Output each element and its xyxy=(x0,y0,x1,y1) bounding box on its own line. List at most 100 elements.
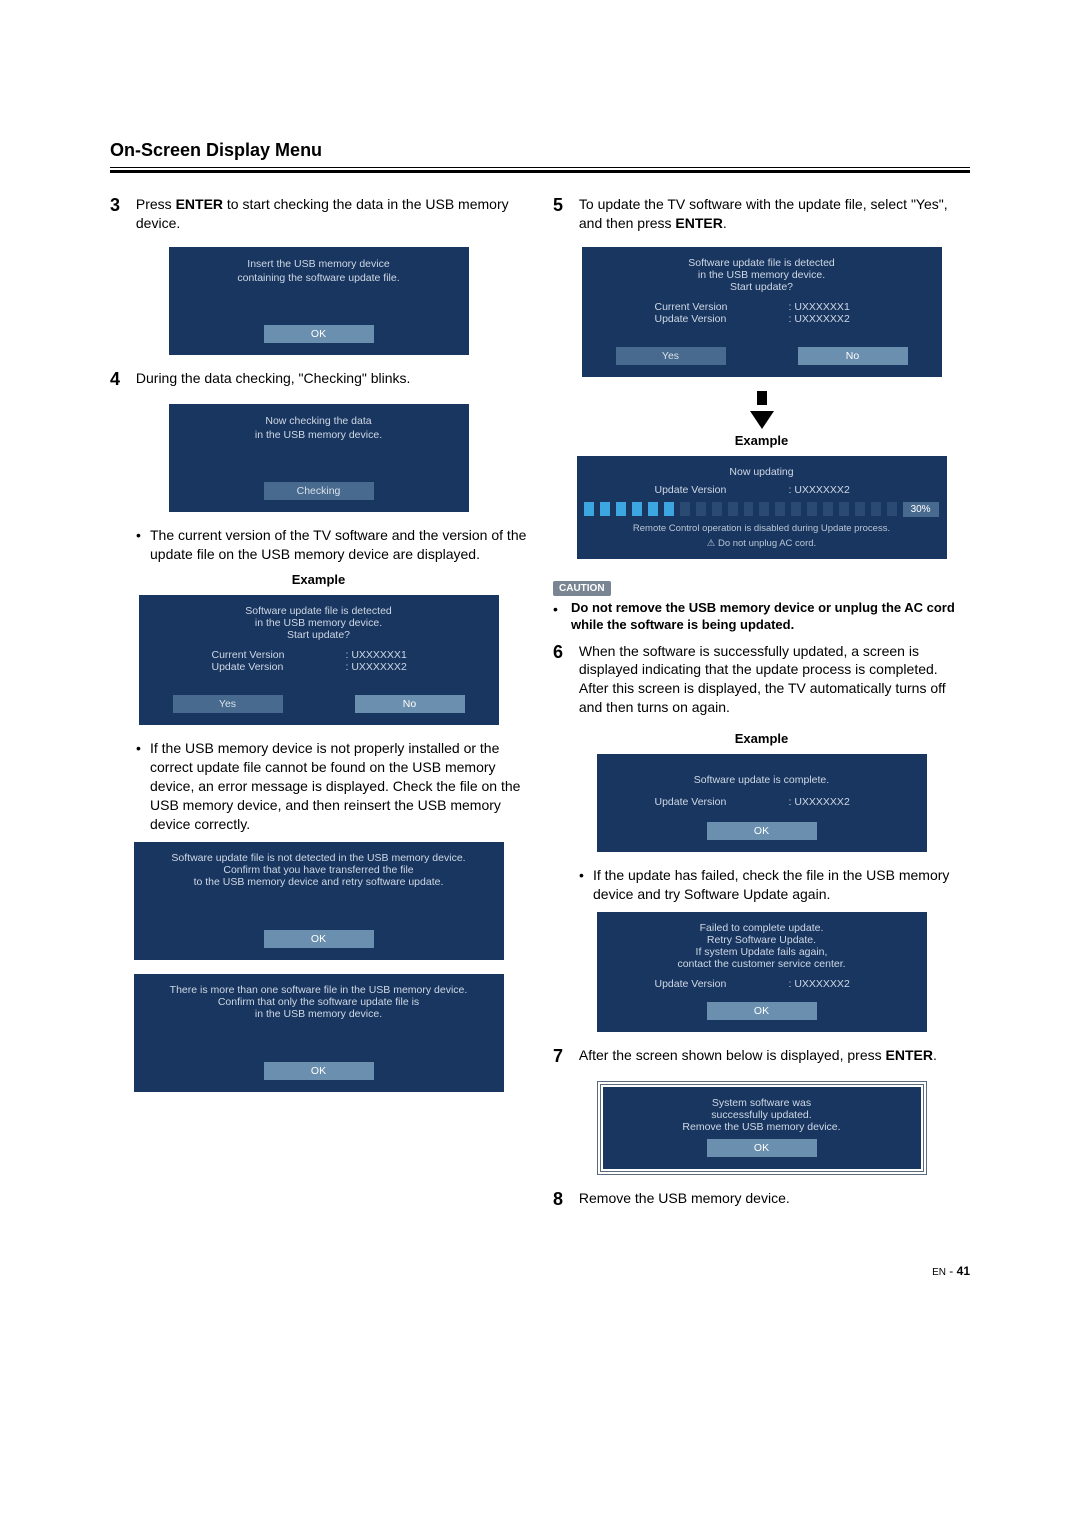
dialog-note: Remote Control operation is disabled dur… xyxy=(585,523,939,534)
update-version-value: : UXXXXXX2 xyxy=(789,484,869,496)
right-column: 5 To update the TV software with the upd… xyxy=(553,195,970,1224)
step-text: To update the TV software with the updat… xyxy=(579,195,970,233)
ok-button[interactable]: OK xyxy=(707,1002,817,1020)
no-button[interactable]: No xyxy=(798,347,908,365)
step-8: 8 Remove the USB memory device. xyxy=(553,1189,970,1210)
dialog-line: successfully updated. xyxy=(611,1109,913,1121)
page-num: 41 xyxy=(957,1264,970,1278)
step-number: 4 xyxy=(110,369,132,390)
no-button[interactable]: No xyxy=(355,695,465,713)
update-version-value: : UXXXXXX2 xyxy=(789,796,869,808)
bullet-text: If the USB memory device is not properly… xyxy=(150,739,527,833)
bullet-dot: • xyxy=(136,739,150,833)
ok-button[interactable]: OK xyxy=(707,822,817,840)
current-version-label: Current Version xyxy=(655,301,765,313)
tv-dialog-update-detected: Software update file is detected in the … xyxy=(582,247,942,377)
text: . xyxy=(723,215,727,231)
current-version-label: Current Version xyxy=(212,649,322,661)
update-version-label: Update Version xyxy=(655,796,765,808)
step-text: After the screen shown below is displaye… xyxy=(579,1046,970,1065)
section-title: On-Screen Display Menu xyxy=(110,140,970,161)
enter-keyword: ENTER xyxy=(176,196,223,212)
caution-bullet: • Do not remove the USB memory device or… xyxy=(553,600,970,634)
tv-dialog-update-detected: Software update file is detected in the … xyxy=(139,595,499,725)
progress-cell xyxy=(871,502,881,516)
step-7: 7 After the screen shown below is displa… xyxy=(553,1046,970,1067)
dialog-line: Software update file is detected xyxy=(590,257,934,269)
tv-dialog-update-failed: Failed to complete update. Retry Softwar… xyxy=(597,912,927,1032)
current-version-value: : UXXXXXX1 xyxy=(789,301,869,313)
progress-cell xyxy=(759,502,769,516)
yes-button[interactable]: Yes xyxy=(616,347,726,365)
tv-dialog-success-frame: System software was successfully updated… xyxy=(597,1081,927,1175)
dash: - xyxy=(946,1264,957,1278)
example-label: Example xyxy=(553,433,970,448)
text: To update the TV software with the updat… xyxy=(579,196,948,231)
progress-cell xyxy=(712,502,722,516)
update-version-label: Update Version xyxy=(655,484,765,496)
version-row: Update Version : UXXXXXX2 xyxy=(605,978,919,990)
caution-badge: CAUTION xyxy=(553,581,611,596)
version-row: Current Version : UXXXXXX1 xyxy=(590,301,934,313)
step-3: 3 Press ENTER to start checking the data… xyxy=(110,195,527,233)
update-version-label: Update Version xyxy=(212,661,322,673)
dialog-line: Start update? xyxy=(590,281,934,293)
progress-cell xyxy=(823,502,833,516)
version-row: Update Version : UXXXXXX2 xyxy=(147,661,491,673)
tv-dialog-insert-usb: Insert the USB memory device containing … xyxy=(169,247,469,355)
step-number: 7 xyxy=(553,1046,575,1067)
dialog-note: ⚠ Do not unplug AC cord. xyxy=(585,538,939,549)
dialog-line: Start update? xyxy=(147,629,491,641)
update-version-value: : UXXXXXX2 xyxy=(789,313,869,325)
update-version-label: Update Version xyxy=(655,313,765,325)
checking-indicator: Checking xyxy=(264,482,374,500)
step-number: 6 xyxy=(553,642,575,663)
ok-button[interactable]: OK xyxy=(264,930,374,948)
dialog-line: Confirm that only the software update fi… xyxy=(142,996,496,1008)
tv-dialog-checking: Now checking the data in the USB memory … xyxy=(169,404,469,512)
update-version-value: : UXXXXXX2 xyxy=(789,978,869,990)
progress-percent: 30% xyxy=(903,502,939,517)
progress-cell xyxy=(680,502,690,516)
tv-dialog-error-multiple-files: There is more than one software file in … xyxy=(134,974,504,1092)
text: Press xyxy=(136,196,176,212)
dialog-line: Remove the USB memory device. xyxy=(611,1121,913,1133)
progress-bar: 30% xyxy=(585,502,939,517)
yes-button[interactable]: Yes xyxy=(173,695,283,713)
step-4: 4 During the data checking, "Checking" b… xyxy=(110,369,527,390)
tv-dialog-success: System software was successfully updated… xyxy=(603,1087,921,1169)
caution-text: Do not remove the USB memory device or u… xyxy=(571,600,970,634)
progress-cell xyxy=(584,502,594,516)
title-rule xyxy=(110,167,970,173)
progress-cell xyxy=(664,502,674,516)
bullet-text: The current version of the TV software a… xyxy=(150,526,527,564)
progress-cell xyxy=(632,502,642,516)
tv-dialog-update-complete: Software update is complete. Update Vers… xyxy=(597,754,927,852)
progress-cell xyxy=(728,502,738,516)
dialog-line: There is more than one software file in … xyxy=(142,984,496,996)
tv-dialog-error-not-detected: Software update file is not detected in … xyxy=(134,842,504,960)
version-row: Update Version : UXXXXXX2 xyxy=(605,796,919,808)
caution-row: CAUTION xyxy=(553,581,970,596)
dialog-line: System software was xyxy=(611,1097,913,1109)
update-version-label: Update Version xyxy=(655,978,765,990)
bullet-item: • If the update has failed, check the fi… xyxy=(579,866,970,904)
version-row: Update Version : UXXXXXX2 xyxy=(585,484,939,496)
progress-cell xyxy=(839,502,849,516)
ok-button[interactable]: OK xyxy=(264,325,374,343)
dialog-line: Software update is complete. xyxy=(605,774,919,786)
example-label: Example xyxy=(553,731,970,746)
progress-cell xyxy=(887,502,897,516)
progress-cell xyxy=(807,502,817,516)
ok-button[interactable]: OK xyxy=(707,1139,817,1157)
text: After the screen shown below is displaye… xyxy=(579,1047,886,1063)
dialog-line: in the USB memory device. xyxy=(147,617,491,629)
example-label: Example xyxy=(110,572,527,587)
ok-button[interactable]: OK xyxy=(264,1062,374,1080)
bullet-item: • If the USB memory device is not proper… xyxy=(136,739,527,833)
enter-keyword: ENTER xyxy=(675,215,722,231)
content-columns: 3 Press ENTER to start checking the data… xyxy=(110,195,970,1224)
note-text: Do not unplug AC cord. xyxy=(718,538,816,549)
current-version-value: : UXXXXXX1 xyxy=(346,649,426,661)
progress-cell xyxy=(600,502,610,516)
